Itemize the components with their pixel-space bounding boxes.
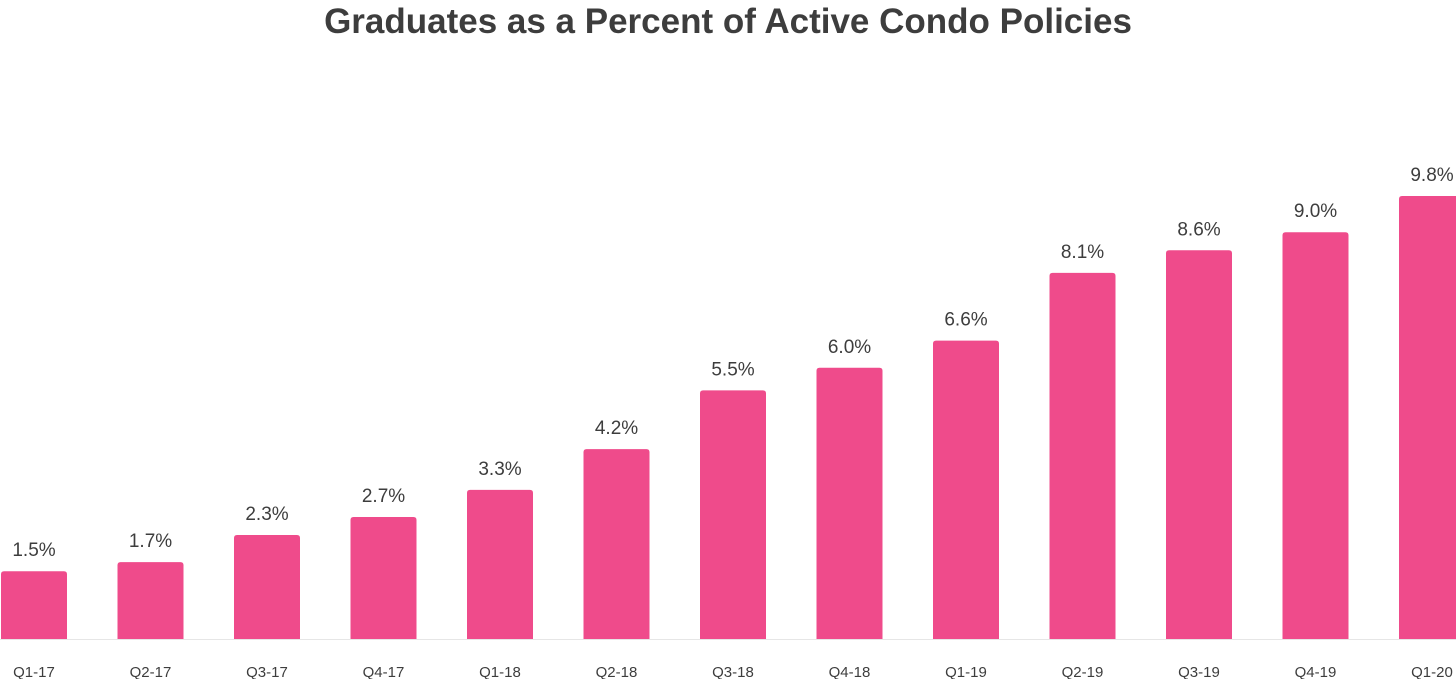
bar-q2-19 [1049,272,1116,639]
x-tick-labels-group: Q1-17 Q2-17 Q3-17 Q4-17 Q1-18 Q2-18 Q3-18 Q4-18… [13,664,1453,679]
x-tick-label: Q2-18 [596,664,638,679]
x-tick-label: Q4-19 [1295,664,1337,679]
bar-q1-18 [467,489,533,639]
bar-value-label: 6.6% [944,310,987,331]
bar-value-label: 3.3% [478,459,521,480]
bar-q4-18 [816,367,883,639]
bar-q2-17 [117,562,184,639]
chart-title: Graduates as a Percent of Active Condo P… [324,2,1132,41]
bars-group [1,196,1456,639]
x-tick-label: Q1-20 [1411,664,1453,679]
bar-value-label: 6.0% [828,337,871,358]
x-tick-label: Q1-19 [945,664,987,679]
bar-q3-17 [234,535,300,639]
value-labels-group: 1.5% 1.7% 2.3% 2.7% 3.3% 4.2% 5.5% 6.0% 6.6% 8.1%… [12,165,1453,561]
bar-value-label: 5.5% [711,359,754,380]
x-tick-label: Q3-17 [246,664,288,679]
bar-value-label: 2.3% [245,504,288,525]
x-tick-label: Q4-17 [363,664,405,679]
bar-value-label: 9.0% [1294,201,1337,222]
x-tick-label: Q1-18 [479,664,521,679]
bar-q1-17 [1,571,67,639]
bar-value-label: 9.8% [1410,165,1453,186]
bar-q4-17 [350,516,417,639]
bar-q2-18 [583,449,650,639]
bar-value-label: 1.5% [12,540,55,561]
bar-value-label: 8.6% [1177,219,1220,240]
bar-value-label: 2.7% [362,486,405,507]
bar-q1-19 [933,340,999,639]
x-tick-label: Q3-18 [712,664,754,679]
bar-q3-19 [1166,250,1232,639]
bar-q3-18 [700,390,766,639]
x-tick-label: Q4-18 [829,664,871,679]
x-tick-label: Q2-17 [130,664,172,679]
bar-value-label: 4.2% [595,418,638,439]
x-tick-label: Q2-19 [1062,664,1104,679]
bar-q1-20 [1399,196,1456,639]
bar-value-label: 8.1% [1061,242,1104,263]
bar-value-label: 1.7% [129,531,172,552]
x-tick-label: Q1-17 [13,664,55,679]
bar-q4-19 [1282,232,1349,639]
x-tick-label: Q3-19 [1178,664,1220,679]
